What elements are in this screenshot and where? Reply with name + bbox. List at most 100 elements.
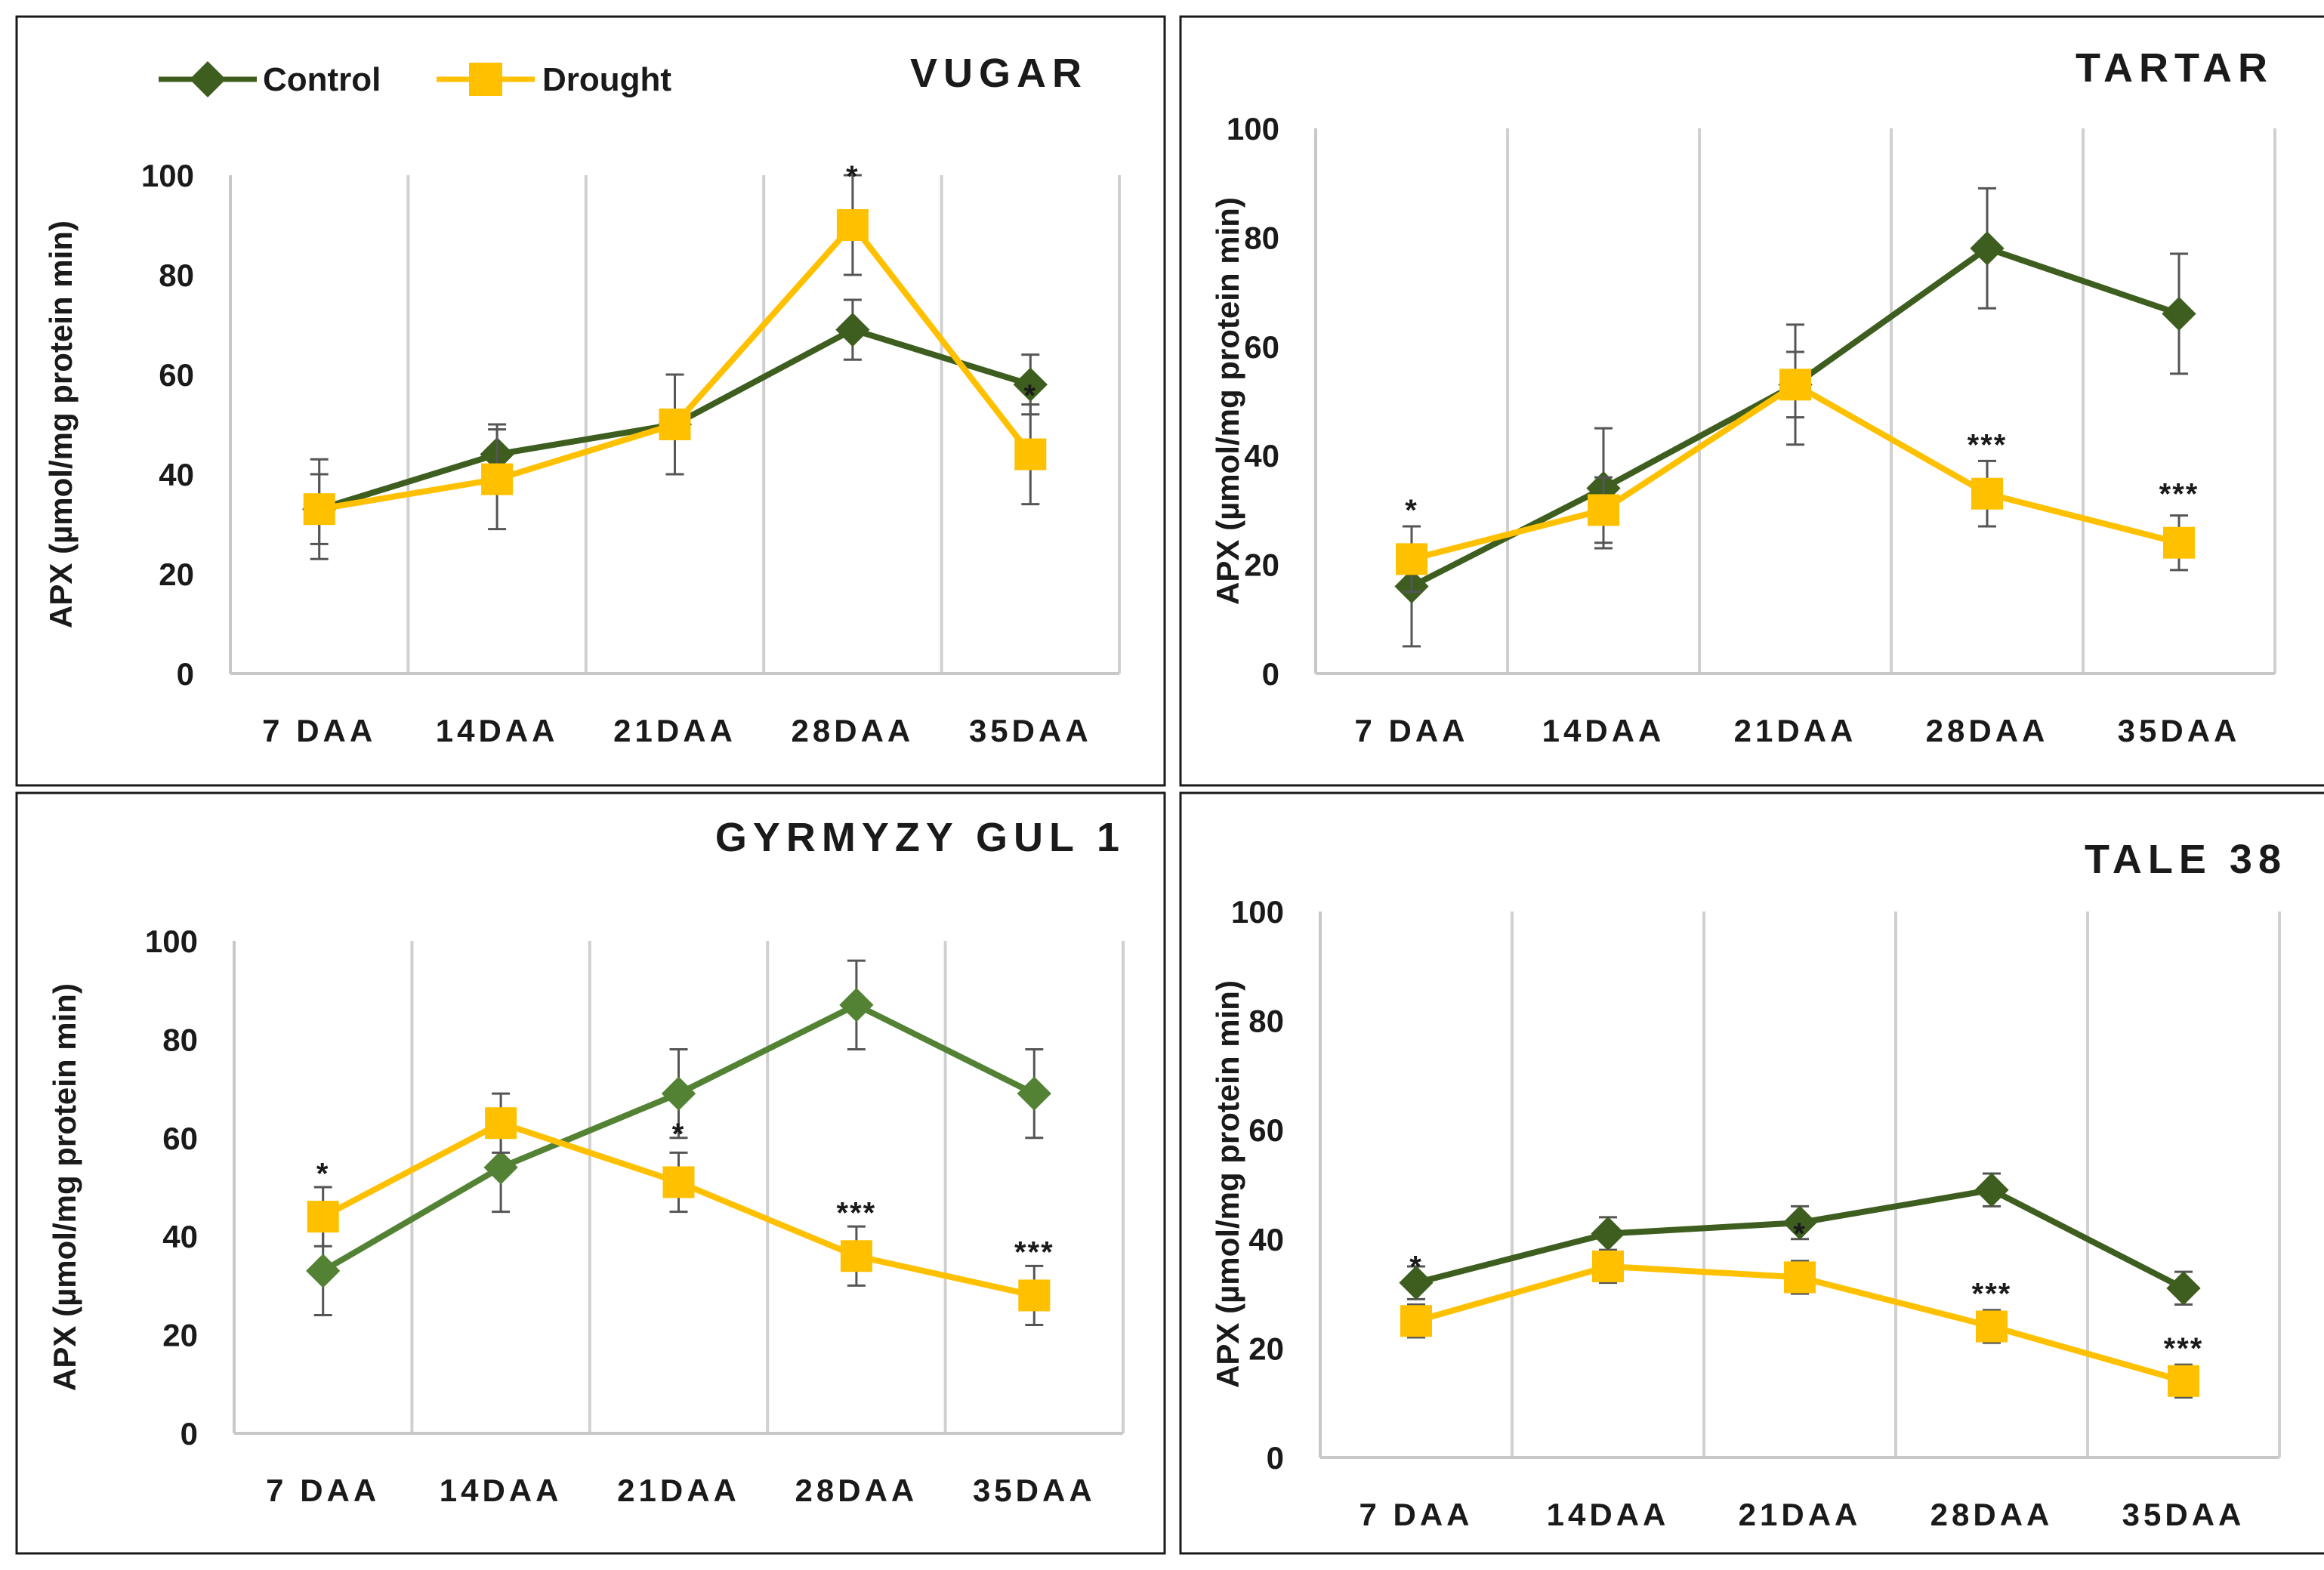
x-tick-label: 14DAA [436,713,559,748]
x-tick-label: 21DAA [1734,713,1857,748]
data-point-control [661,1076,696,1111]
x-tick-label: 7 DAA [262,713,376,748]
x-tick-label: 35DAA [973,1473,1096,1508]
chart-panel-4: 0 20 40 60 80 100 7 DAA 14DAA 21DAA 28DAA 35DAA APX… [1179,791,2324,1555]
x-tick-label: 28DAA [795,1473,918,1508]
panel-frame [15,15,1166,787]
data-point-control [1591,1216,1625,1251]
data-point-drought [1018,1279,1051,1312]
data-point-drought [303,493,335,526]
data-point-drought [1592,1250,1624,1282]
significance-marker: * [1793,1217,1807,1251]
data-point-drought [307,1201,339,1233]
data-point-control [483,1150,518,1185]
panel-frame [1179,791,2324,1555]
y-tick-label: 0 [181,1416,198,1451]
y-tick-label: 60 [1248,1112,1284,1148]
series-drought [307,1092,1051,1327]
legend-drought-marker [469,63,502,96]
x-tick-label: 7 DAA [1354,713,1468,748]
x-tick-label: 35DAA [969,713,1092,748]
significance-marker: *** [1014,1236,1054,1269]
x-tick-label: 7 DAA [266,1473,380,1508]
x-tick-label: 14DAA [440,1473,563,1508]
data-point-control [1399,1266,1434,1300]
panel-frame [1179,15,2324,787]
data-point-drought [2163,526,2195,559]
x-tick-label: 28DAA [1926,713,2049,748]
data-point-control [839,988,874,1023]
y-tick-label: 0 [1267,1440,1284,1476]
y-tick-label: 100 [141,158,194,193]
y-tick-label: 100 [145,924,198,959]
data-point-drought [1014,438,1047,470]
significance-marker: *** [837,1197,877,1230]
chart-title: TALE 38 [2085,837,2287,882]
series-control [1399,1172,2201,1306]
y-tick-label: 60 [1244,329,1279,365]
legend-drought-label: Drought [542,61,671,98]
data-point-drought [1976,1310,2008,1343]
chart-title: GYRMYZY GUL 1 [715,815,1125,860]
y-tick-label: 20 [1244,547,1279,583]
series-drought [1400,1248,2199,1399]
significance-marker: * [672,1118,686,1151]
significance-marker: * [1024,379,1038,412]
x-tick-label: 7 DAA [1359,1497,1473,1532]
x-tick-label: 14DAA [1542,713,1665,748]
data-point-drought [1779,369,1811,401]
significance-marker: *** [1972,1278,2012,1311]
significance-marker: * [316,1157,330,1190]
y-tick-label: 100 [1231,894,1284,930]
y-tick-label: 20 [1248,1331,1284,1366]
legend-control-marker [189,60,227,98]
significance-marker: *** [1968,428,2008,461]
data-point-control [1017,1076,1051,1111]
y-tick-label: 60 [162,1121,198,1156]
x-tick-label: 21DAA [1739,1497,1862,1532]
chart-panel-2: 0 20 40 60 80 100 7 DAA 14DAA 21DAA 28DAA 35DAA APX… [1179,15,2324,787]
y-tick-label: 60 [159,357,194,393]
x-tick-label: 28DAA [792,713,915,748]
data-point-drought [1396,543,1427,575]
chart-panel-3: 0 20 40 60 80 100 7 DAA 14DAA 21DAA 28DAA 35DAA APX… [15,791,1166,1555]
x-tick-label: 28DAA [1930,1497,2054,1532]
data-point-drought [1784,1261,1816,1294]
y-tick-label: 80 [159,258,194,293]
y-axis-label: APX (µmol/mg protein min) [1210,197,1245,605]
data-point-drought [485,1107,517,1140]
significance-marker: *** [2164,1332,2204,1365]
significance-marker: * [1405,494,1418,527]
data-point-drought [2168,1365,2199,1397]
y-tick-label: 0 [177,656,194,692]
y-tick-label: 40 [159,457,194,492]
y-tick-label: 20 [159,557,194,592]
data-point-drought [836,209,869,241]
significance-marker: * [1409,1250,1423,1283]
data-point-drought [1971,477,2003,510]
y-tick-label: 0 [1262,656,1279,692]
y-tick-label: 100 [1227,111,1279,147]
series-drought [303,174,1047,560]
y-tick-label: 40 [1248,1222,1284,1257]
y-tick-label: 80 [1244,220,1279,255]
y-axis-label: APX (µmol/mg protein min) [43,221,79,628]
y-tick-label: 40 [1244,438,1279,473]
y-tick-label: 20 [162,1318,198,1353]
significance-marker: * [846,160,860,193]
series-drought [1396,323,2195,594]
x-tick-label: 14DAA [1547,1497,1670,1532]
y-axis-label: APX (µmol/mg protein min) [1210,980,1245,1388]
data-point-drought [659,409,691,440]
data-point-drought [1588,494,1619,526]
data-point-control [1782,1205,1817,1240]
x-tick-label: 21DAA [617,1473,740,1508]
chart-title: TARTAR [2076,45,2273,91]
y-tick-label: 80 [162,1022,198,1057]
data-point-drought [481,463,514,495]
x-tick-label: 21DAA [613,713,736,748]
data-point-control [1974,1173,2009,1208]
y-axis-label: APX (µmol/mg protein min) [47,983,82,1391]
chart-title: VUGAR [910,51,1088,96]
